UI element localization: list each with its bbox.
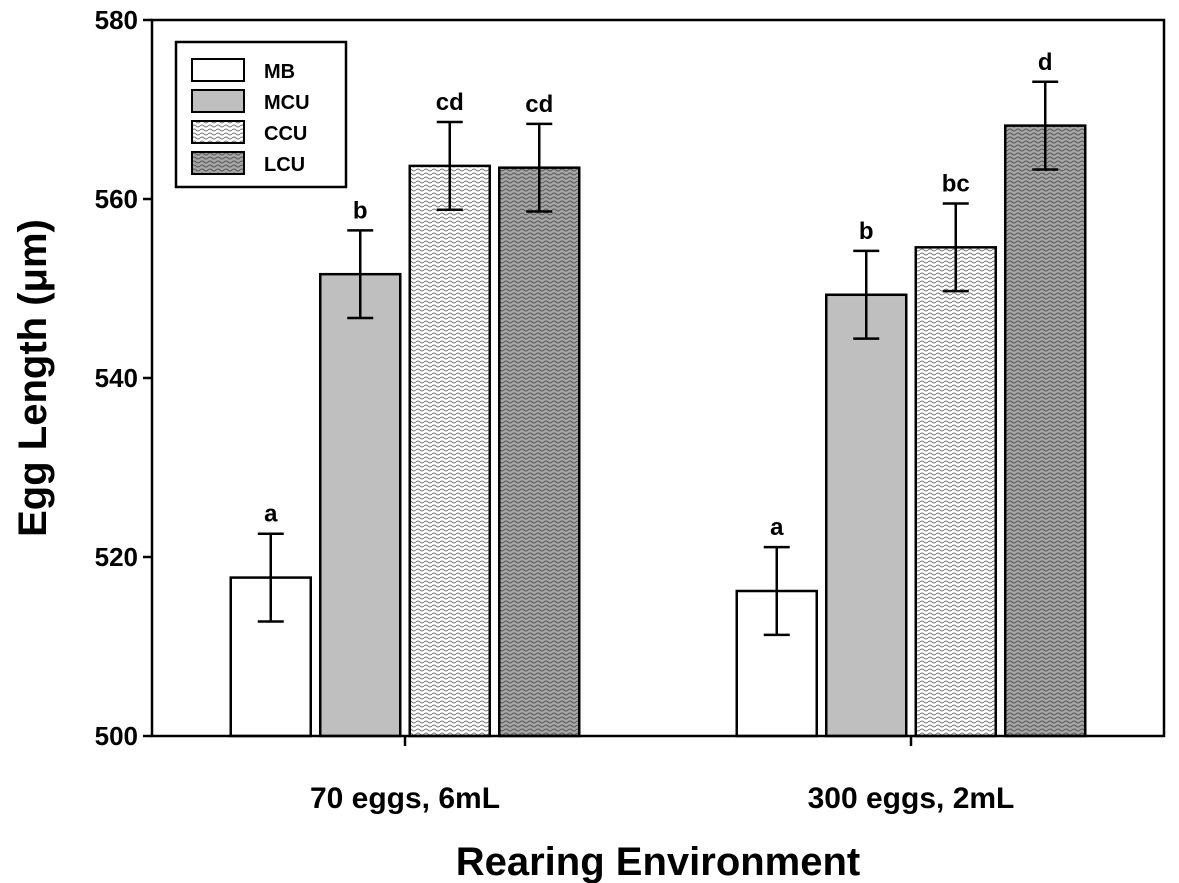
- x-axis: 70 eggs, 6mL 300 eggs, 2mL: [310, 736, 1014, 815]
- significance-label: a: [770, 514, 784, 541]
- y-axis: 500 520 540 560 580: [95, 5, 152, 751]
- y-tick-label: 560: [95, 184, 138, 214]
- y-tick-label: 520: [95, 542, 138, 572]
- significance-label: b: [353, 197, 368, 224]
- x-axis-title: Rearing Environment: [456, 840, 861, 883]
- bar-ccu: [916, 247, 996, 736]
- significance-label: b: [859, 218, 874, 245]
- legend-label-ccu: CCU: [264, 123, 307, 145]
- legend-label-mcu: MCU: [264, 92, 310, 114]
- legend-swatch-lcu: [192, 152, 244, 174]
- x-tick-label: 300 eggs, 2mL: [808, 782, 1015, 815]
- legend-swatch-mcu: [192, 90, 244, 112]
- legend-swatch-mb: [192, 59, 244, 81]
- y-tick-label: 500: [95, 721, 138, 751]
- bar-mcu: [320, 274, 400, 736]
- legend-label-lcu: LCU: [264, 154, 305, 176]
- x-tick-label: 70 eggs, 6mL: [310, 782, 500, 815]
- significance-label: d: [1038, 49, 1053, 76]
- significance-label: a: [264, 501, 278, 528]
- y-tick-label: 540: [95, 363, 138, 393]
- legend: MB MCU CCU LCU: [176, 42, 346, 187]
- bar-mcu: [826, 295, 906, 736]
- y-axis-title: Egg Length (μm): [11, 219, 55, 537]
- legend-swatch-ccu: [192, 121, 244, 143]
- y-tick-label: 580: [95, 5, 138, 35]
- significance-label: cd: [436, 89, 464, 116]
- bar-ccu: [410, 166, 490, 736]
- bar-lcu: [499, 168, 579, 736]
- significance-label: cd: [525, 91, 553, 118]
- legend-label-mb: MB: [264, 61, 295, 83]
- significance-label: bc: [942, 170, 970, 197]
- bar-lcu: [1005, 126, 1085, 736]
